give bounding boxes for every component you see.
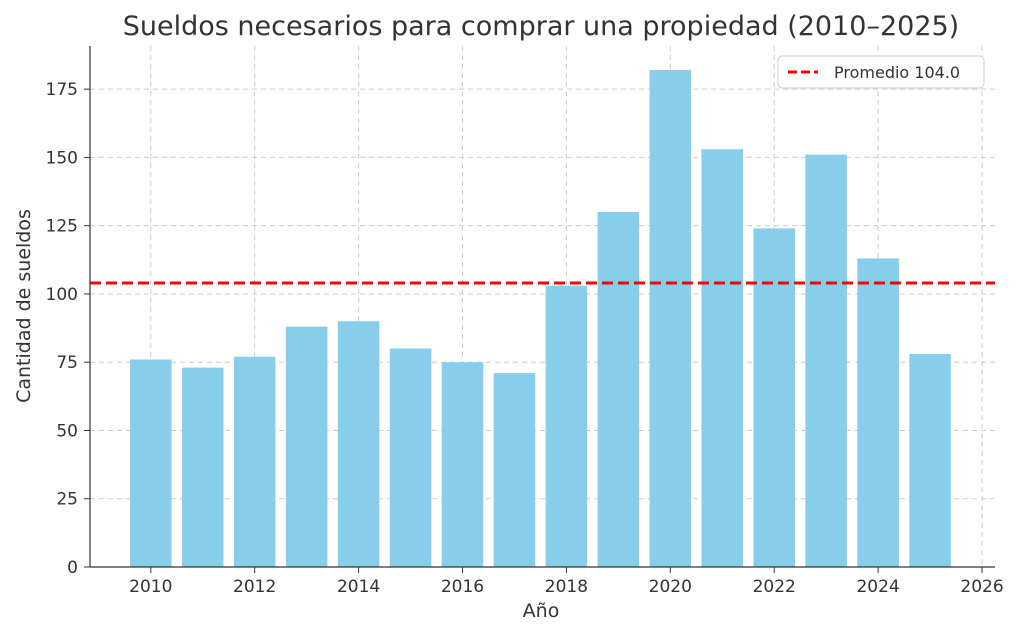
- bar-2016: [441, 362, 484, 567]
- axes: 2010 2012 2014 2016 2018 2020 2022 2024 2026 0 25 5…: [46, 46, 1004, 597]
- x-tick-label: 2022: [753, 577, 796, 597]
- y-tick-label: 75: [56, 353, 78, 373]
- x-tick-label: 2018: [545, 577, 588, 597]
- bar-2013: [285, 326, 328, 567]
- x-tick-label: 2026: [960, 577, 1003, 597]
- legend-box: [777, 55, 985, 89]
- bar-2010: [130, 359, 172, 567]
- bar-2024: [857, 258, 899, 567]
- x-tick-label: 2014: [337, 577, 380, 597]
- bar-2019: [597, 212, 640, 567]
- legend: Promedio 104.0: [777, 55, 985, 89]
- y-tick-label: 150: [46, 148, 78, 168]
- y-tick-label: 0: [67, 558, 78, 578]
- y-tick-label: 50: [56, 421, 78, 441]
- x-axis-label: Año: [523, 600, 560, 622]
- bar-2012: [233, 356, 276, 567]
- bar-2018: [545, 285, 588, 567]
- x-tick-label: 2020: [649, 577, 692, 597]
- legend-label: Promedio 104.0: [834, 63, 960, 82]
- bar-2011: [181, 367, 224, 567]
- bar-2014: [337, 321, 380, 567]
- y-tick-label: 175: [46, 80, 78, 100]
- bar-2022: [753, 228, 795, 568]
- bar-2021: [701, 149, 744, 567]
- chart-title: Sueldos necesarios para comprar una prop…: [123, 11, 959, 42]
- bar-2017: [493, 373, 536, 567]
- y-tick-label: 25: [56, 490, 78, 510]
- x-tick-label: 2012: [233, 577, 276, 597]
- bar-2015: [389, 348, 432, 567]
- y-tick-label: 125: [46, 217, 78, 237]
- x-tick-label: 2016: [441, 577, 484, 597]
- bar-2023: [805, 154, 847, 567]
- bar-2025: [909, 354, 951, 567]
- y-tick-label: 100: [46, 285, 78, 305]
- bars: [130, 70, 951, 568]
- x-tick-label: 2024: [856, 577, 899, 597]
- y-axis-label: Cantidad de sueldos: [13, 209, 35, 403]
- bar-2020: [649, 70, 692, 567]
- x-tick-label: 2010: [129, 577, 172, 597]
